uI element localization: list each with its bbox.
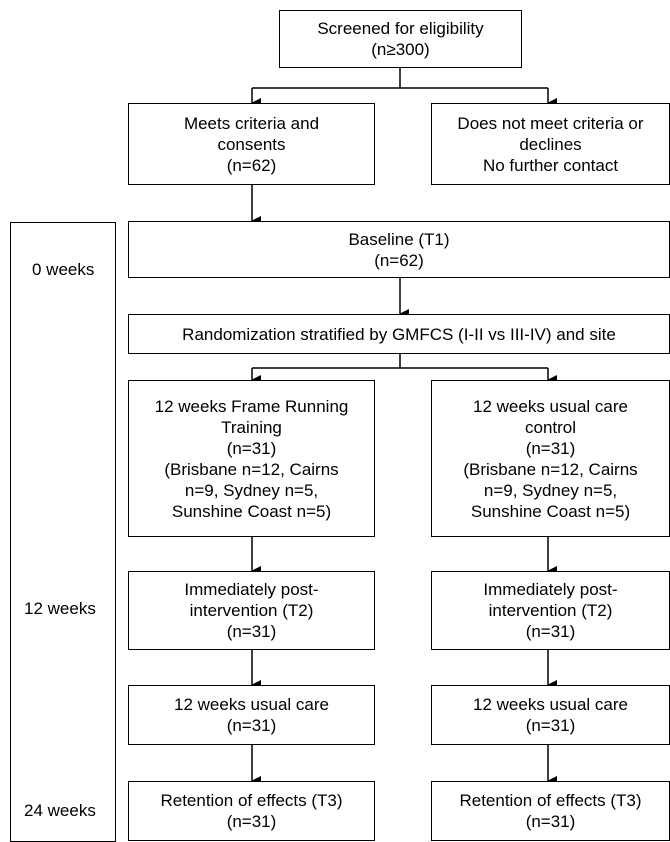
intervention-allocation-line-1: 12 weeks Frame Running [154,396,349,416]
screening-count: (n≥300) [371,40,430,59]
control-allocation-line-1: 12 weeks usual care [473,396,628,416]
intervention-allocation-sites-2: n=9, Sydney n=5, [184,480,319,500]
intervention-retention-box: Retention of effects (T3) (n=31) [128,781,375,841]
control-post-box: Immediately post- intervention (T2) (n=3… [431,571,670,650]
randomization-text: Randomization stratified by GMFCS (I-II … [182,324,616,344]
intervention-allocation-box: 12 weeks Frame Running Training (n=31) (… [128,380,375,537]
intervention-allocation-sites-1: (Brisbane n=12, Cairns [164,459,339,479]
intervention-allocation-sites-3: Sunshine Coast n=5) [171,501,332,521]
screening-title: Screened for eligibility [317,19,484,38]
not-eligible-line-2: declines [519,134,582,154]
control-allocation-box: 12 weeks usual care control (n=31) (Bris… [431,380,670,537]
intervention-post-count: (n=31) [226,622,277,641]
control-usual-care-box: 12 weeks usual care (n=31) [431,685,670,745]
intervention-post-line-2: intervention (T2) [189,601,314,620]
eligible-line-1: Meets criteria and [183,113,320,133]
control-post-line-2: intervention (T2) [488,601,613,620]
intervention-usual-care-count: (n=31) [226,716,277,735]
intervention-post-box: Immediately post- intervention (T2) (n=3… [128,571,375,650]
control-allocation-line-2: control [524,417,577,437]
timeline-frame [10,222,116,842]
intervention-allocation-line-2: Training [221,417,282,437]
control-usual-care-title: 12 weeks usual care [473,695,628,714]
not-eligible-box: Does not meet criteria or declines No fu… [431,103,670,185]
timeline-label-12-weeks: 12 weeks [24,599,96,618]
control-allocation-sites-3: Sunshine Coast n=5) [470,501,631,521]
not-eligible-line-1: Does not meet criteria or [457,113,644,133]
control-allocation-count: (n=31) [525,438,576,458]
control-allocation-sites-2: n=9, Sydney n=5, [483,480,618,500]
control-retention-title: Retention of effects (T3) [459,791,642,810]
not-eligible-line-3: No further contact [482,155,619,175]
eligible-box: Meets criteria and consents (n=62) [128,103,375,185]
intervention-usual-care-box: 12 weeks usual care (n=31) [128,685,375,745]
intervention-usual-care-title: 12 weeks usual care [174,695,329,714]
control-post-count: (n=31) [525,622,576,641]
control-retention-box: Retention of effects (T3) (n=31) [431,781,670,841]
randomization-box: Randomization stratified by GMFCS (I-II … [128,314,670,354]
eligible-count: (n=62) [226,155,277,175]
timeline-label-24-weeks: 24 weeks [24,801,96,820]
control-allocation-sites-1: (Brisbane n=12, Cairns [463,459,638,479]
baseline-box: Baseline (T1) (n=62) [128,221,670,278]
intervention-allocation-count: (n=31) [226,438,277,458]
control-post-line-1: Immediately post- [483,580,618,599]
baseline-title: Baseline (T1) [348,229,450,249]
control-retention-count: (n=31) [525,812,576,831]
screening-box: Screened for eligibility (n≥300) [279,10,522,68]
eligible-line-2: consents [217,134,286,154]
control-usual-care-count: (n=31) [525,716,576,735]
intervention-post-line-1: Immediately post- [184,580,319,599]
intervention-retention-title: Retention of effects (T3) [160,791,343,810]
timeline-label-0-weeks: 0 weeks [32,260,95,279]
intervention-retention-count: (n=31) [226,812,277,831]
baseline-count: (n=62) [374,250,424,270]
